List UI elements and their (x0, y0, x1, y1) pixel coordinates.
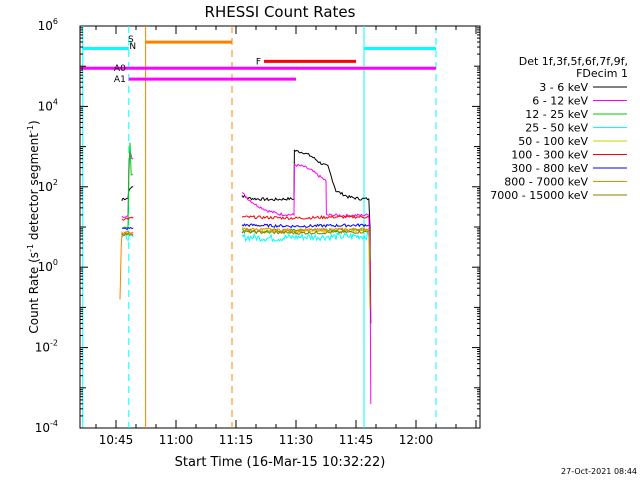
series-3-segment-1 (241, 230, 370, 243)
y-tick-label-5: 10-4 (35, 419, 58, 435)
y-axis-label-end: ) (27, 120, 41, 125)
flag-bar-label-3: F (256, 57, 261, 67)
flag-bar-label-5: A0 (114, 64, 126, 74)
timestamp: 27-Oct-2021 08:44 (561, 467, 637, 476)
legend: Det 1f,3f,5f,6f,7f,9f, FDecim 1 3 - 6 ke… (490, 55, 628, 202)
flag-labels: SN (128, 35, 136, 52)
legend-label-3: 25 - 50 keV (525, 122, 588, 135)
y-axis-label-sup2: -1 (26, 125, 35, 133)
series-5 (121, 214, 369, 221)
series-8-segment-1 (241, 229, 369, 235)
x-tick-label-5: 12:00 (399, 433, 434, 447)
series-5-segment-1 (241, 214, 369, 221)
y-axis-label: Count Rate (s-1 detector segment-1) (26, 120, 41, 333)
x-tick-label-0: 10:45 (99, 433, 134, 447)
flag-letter-S: S (128, 35, 134, 45)
series-1 (121, 150, 372, 404)
legend-label-1: 6 - 12 keV (532, 95, 588, 108)
y-tick-label-0: 106 (38, 17, 58, 33)
series-7-segment-1 (241, 227, 371, 308)
chart-title: RHESSI Count Rates (205, 3, 356, 21)
y-tick-label-1: 104 (38, 97, 58, 113)
y-tick-label-4: 10-2 (35, 339, 58, 355)
x-axis-ticks: 10:45 11:00 11:15 11:30 11:45 12:00 (95, 26, 477, 447)
legend-label-6: 300 - 800 keV (511, 162, 588, 175)
flag-bar-label-6: A1 (114, 75, 126, 85)
x-tick-label-3: 11:30 (279, 433, 314, 447)
x-tick-label-4: 11:45 (339, 433, 374, 447)
legend-label-8: 7000 - 15000 keV (490, 189, 588, 202)
series-0-segment-0 (121, 186, 134, 201)
x-tick-label-1: 11:00 (159, 433, 194, 447)
series-5-segment-0 (121, 216, 134, 221)
legend-label-4: 50 - 100 keV (518, 135, 588, 148)
series-group (119, 142, 372, 404)
series-2 (121, 142, 371, 260)
y-axis-label-mid: detector segment (27, 133, 41, 244)
x-axis-label: Start Time (16-Mar-15 10:32:22) (175, 455, 386, 470)
series-8 (121, 229, 369, 237)
series-6 (121, 223, 370, 231)
series-0-segment-1 (241, 149, 372, 324)
y-axis-label-main: Count Rate (s (27, 252, 41, 334)
legend-label-2: 12 - 25 keV (525, 108, 588, 121)
instrument-state-lines (82, 26, 437, 428)
flag-letter-N: N (129, 42, 136, 52)
series-0 (121, 149, 372, 324)
series-8-segment-0 (121, 232, 134, 237)
legend-label-7: 800 - 7000 keV (504, 176, 588, 189)
legend-label-5: 100 - 300 keV (511, 149, 588, 162)
legend-title-line2: FDecim 1 (576, 67, 628, 80)
series-3 (121, 230, 370, 243)
plot-frame (79, 25, 481, 429)
y-axis-label-sup1: -1 (26, 244, 35, 252)
y-axis-ticks: 106 104 102 100 10-2 10-4 (35, 17, 480, 435)
series-7-segment-0 (119, 230, 134, 300)
series-7 (119, 227, 371, 308)
x-tick-label-2: 11:15 (219, 433, 254, 447)
legend-label-0: 3 - 6 keV (539, 81, 588, 94)
series-1-segment-0 (121, 150, 134, 219)
y-tick-label-2: 102 (38, 178, 58, 194)
legend-title-line1: Det 1f,3f,5f,6f,7f,9f, (519, 55, 628, 68)
series-6-segment-1 (241, 223, 370, 229)
y-tick-label-3: 100 (38, 258, 58, 274)
series-6-segment-0 (121, 226, 134, 231)
